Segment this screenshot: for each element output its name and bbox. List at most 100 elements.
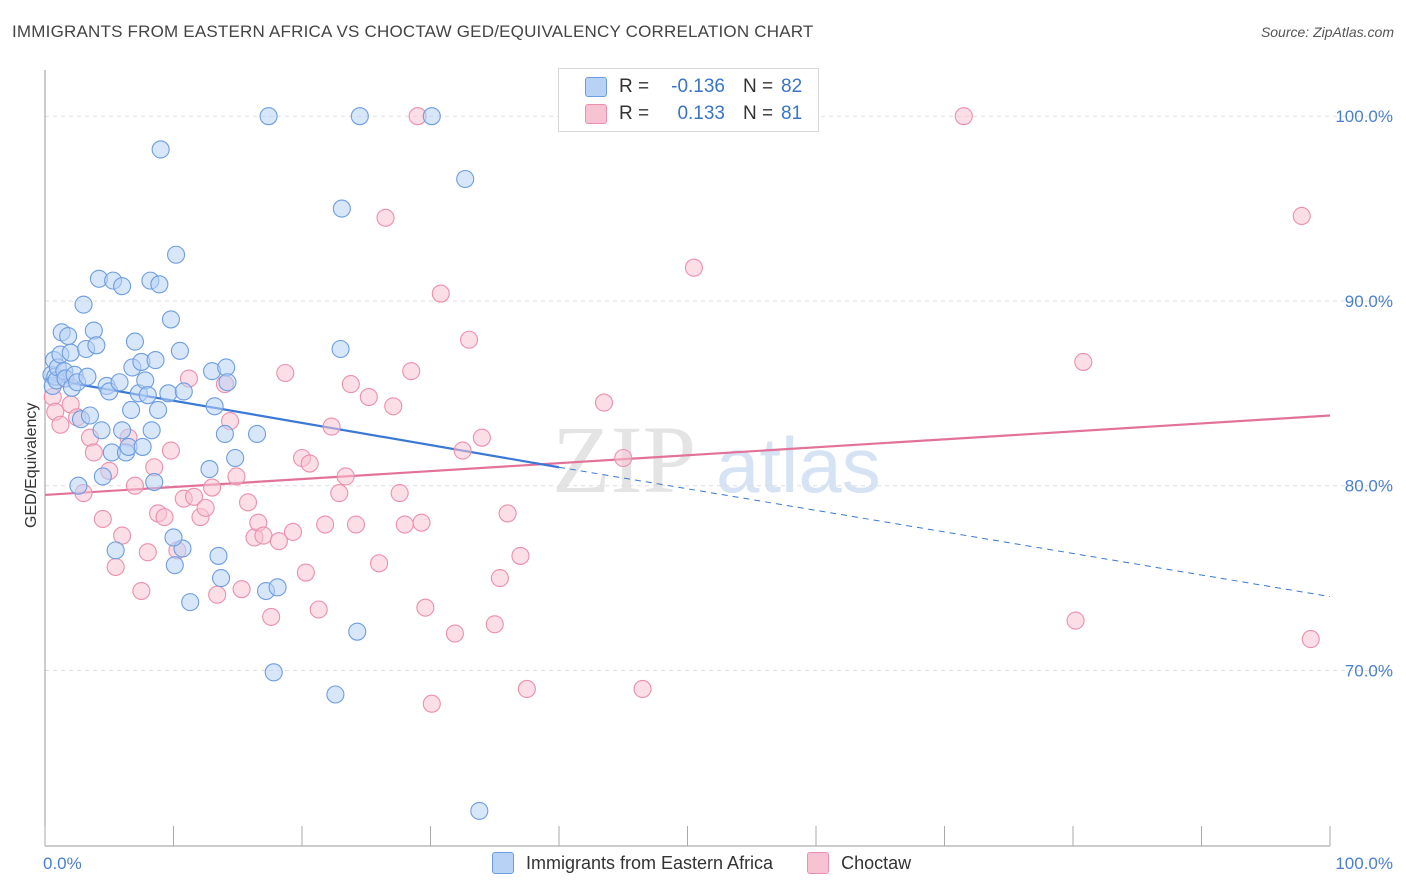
eastern-africa-point bbox=[125, 332, 144, 351]
choctaw-point bbox=[322, 417, 341, 436]
stats-legend: R = -0.136 N = 82 R = 0.133 N = 81 bbox=[558, 68, 819, 132]
eastern-africa-point bbox=[167, 245, 186, 264]
eastern-africa-point bbox=[159, 384, 178, 403]
eastern-africa-points bbox=[42, 107, 489, 820]
choctaw-point bbox=[161, 441, 180, 460]
choctaw-point bbox=[453, 441, 472, 460]
choctaw-point bbox=[262, 607, 281, 626]
eastern-africa-point bbox=[78, 367, 97, 386]
eastern-africa-point bbox=[142, 421, 161, 440]
eastern-africa-point bbox=[165, 556, 184, 575]
choctaw-point bbox=[445, 624, 464, 643]
choctaw-point bbox=[106, 557, 125, 577]
eastern-africa-point bbox=[122, 400, 141, 420]
choctaw-point bbox=[384, 397, 403, 416]
choctaw-point bbox=[376, 208, 395, 227]
eastern-africa-point bbox=[150, 275, 169, 294]
axes bbox=[44, 70, 1331, 847]
choctaw-trend-line bbox=[44, 414, 1331, 497]
x-tick-label-left: 0.0% bbox=[43, 854, 82, 873]
eastern-africa-point bbox=[268, 578, 287, 597]
choctaw-point bbox=[370, 554, 389, 573]
eastern-africa-point bbox=[200, 460, 219, 479]
choctaw-point bbox=[954, 107, 973, 126]
choctaw-point bbox=[132, 581, 151, 601]
choctaw-point bbox=[276, 363, 295, 383]
choctaw-point bbox=[431, 284, 450, 303]
choctaw-point bbox=[238, 493, 258, 512]
y-tick-label: 90.0% bbox=[1345, 292, 1393, 311]
choctaw-point bbox=[336, 467, 355, 486]
choctaw-point bbox=[1301, 630, 1320, 649]
choctaw-point bbox=[125, 476, 144, 495]
choctaw-point bbox=[254, 526, 273, 545]
eastern-africa-point bbox=[92, 421, 111, 440]
legend-swatch-pink bbox=[807, 852, 830, 874]
choctaw-point bbox=[498, 504, 517, 523]
legend-r-value: 0.133 bbox=[677, 103, 725, 124]
choctaw-point bbox=[416, 598, 435, 617]
eastern-africa-point bbox=[145, 472, 164, 492]
y-tick-label: 70.0% bbox=[1345, 661, 1393, 680]
x-tick-label-right: 100.0% bbox=[1335, 854, 1393, 873]
eastern-africa-point bbox=[138, 386, 157, 405]
choctaw-point bbox=[155, 508, 174, 527]
choctaw-point bbox=[1292, 206, 1311, 226]
watermark-atlas: atlas bbox=[716, 421, 881, 509]
y-tick-label: 80.0% bbox=[1345, 477, 1393, 496]
chart-source: Source: ZipAtlas.com bbox=[1260, 24, 1394, 40]
legend-n-label: N = bbox=[743, 103, 774, 124]
choctaw-point bbox=[309, 600, 328, 619]
eastern-africa-point bbox=[133, 437, 152, 456]
eastern-africa-point bbox=[215, 424, 234, 444]
choctaw-point bbox=[517, 679, 536, 699]
eastern-africa-point bbox=[470, 801, 489, 820]
eastern-africa-point bbox=[348, 622, 367, 641]
eastern-africa-point bbox=[164, 528, 183, 547]
legend-n-value: 81 bbox=[781, 103, 803, 124]
choctaw-point bbox=[511, 546, 530, 565]
choctaw-point bbox=[422, 694, 441, 713]
choctaw-points bbox=[43, 107, 1320, 713]
legend-n-label: N = bbox=[743, 76, 774, 97]
eastern-africa-point bbox=[218, 373, 237, 392]
eastern-africa-point bbox=[326, 685, 345, 704]
eastern-africa-point bbox=[110, 373, 129, 392]
eastern-africa-point bbox=[149, 400, 168, 420]
eastern-africa-point bbox=[209, 546, 228, 565]
eastern-africa-point bbox=[87, 336, 106, 355]
eastern-africa-point bbox=[205, 397, 224, 416]
choctaw-point bbox=[316, 515, 335, 534]
choctaw-point bbox=[684, 258, 703, 277]
eastern-africa-point bbox=[84, 321, 103, 340]
legend-label-eastern-africa: Immigrants from Eastern Africa bbox=[526, 852, 774, 873]
eastern-africa-point bbox=[211, 569, 231, 588]
eastern-africa-point bbox=[456, 169, 475, 189]
choctaw-point bbox=[296, 563, 315, 582]
legend-n-value: 82 bbox=[781, 76, 803, 97]
choctaw-point bbox=[402, 362, 421, 381]
choctaw-point bbox=[203, 478, 222, 497]
eastern-africa-point bbox=[113, 277, 132, 296]
eastern-africa-point bbox=[106, 541, 125, 560]
legend-item-eastern-africa: Immigrants from Eastern Africa bbox=[492, 852, 773, 874]
choctaw-point bbox=[1066, 611, 1085, 630]
legend-label-choctaw: Choctaw bbox=[841, 852, 912, 873]
choctaw-point bbox=[283, 522, 303, 541]
eastern-africa-point bbox=[332, 199, 351, 218]
eastern-africa-point bbox=[151, 140, 170, 159]
tick-labels: 100.0% 90.0% 80.0% 70.0% 0.0% 100.0% bbox=[43, 107, 1393, 873]
eastern-africa-point bbox=[161, 310, 180, 329]
legend-row-choctaw: R = 0.133 N = 81 bbox=[585, 101, 811, 127]
choctaw-point bbox=[196, 498, 215, 517]
eastern-africa-point bbox=[259, 107, 278, 126]
choctaw-point bbox=[614, 448, 633, 468]
choctaw-point bbox=[359, 387, 378, 407]
eastern-africa-point bbox=[61, 343, 80, 362]
legend-r-label: R = bbox=[619, 76, 650, 97]
choctaw-point bbox=[472, 428, 491, 447]
choctaw-point bbox=[300, 454, 319, 473]
eastern-africa-point bbox=[80, 406, 100, 425]
choctaw-point bbox=[185, 487, 204, 506]
